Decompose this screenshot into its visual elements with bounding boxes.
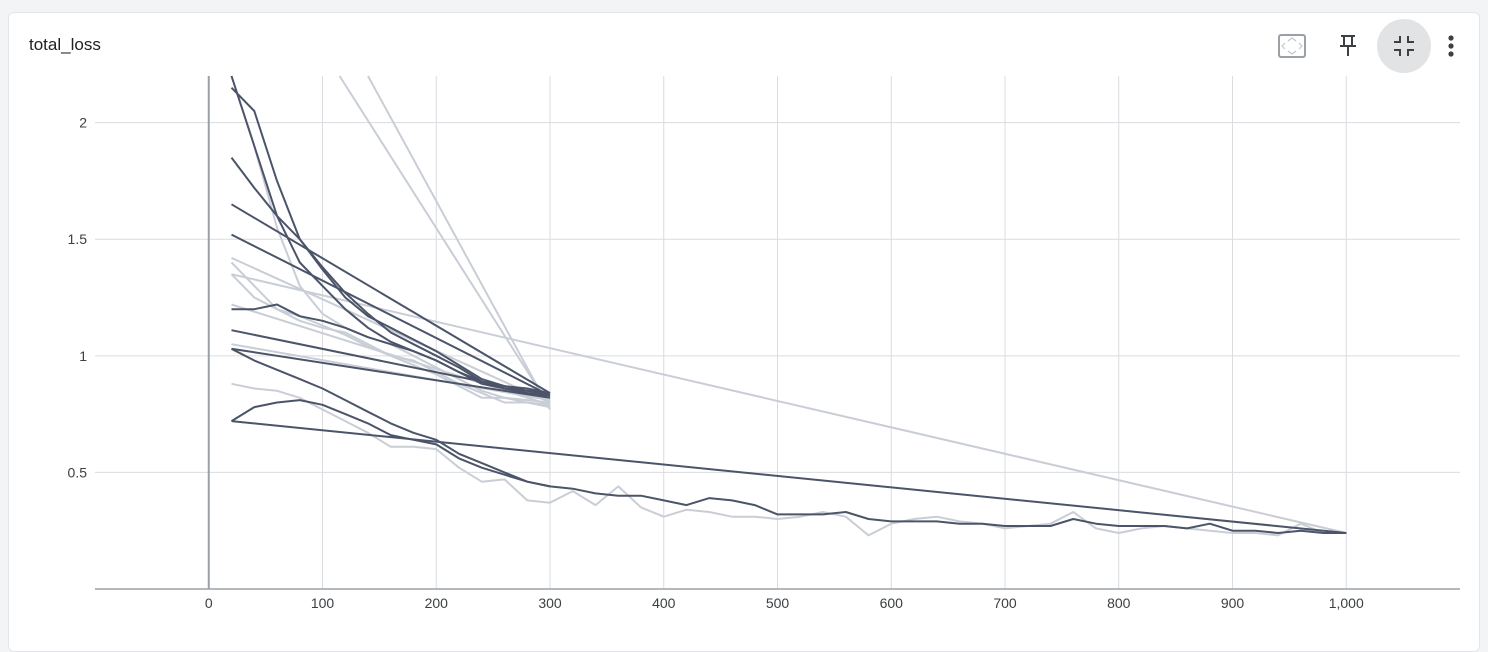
series-line-dark — [230, 399, 1347, 534]
series-line-light — [231, 343, 551, 402]
y-tick-label: 1.5 — [68, 231, 88, 247]
fit-domain-icon — [1278, 34, 1306, 58]
series-line-dark — [230, 203, 551, 394]
x-tick-label: 700 — [993, 595, 1017, 611]
x-tick-label: 0 — [205, 595, 213, 611]
pin-icon — [1340, 35, 1356, 56]
series-line-light — [231, 382, 1347, 537]
y-tick-label: 0.5 — [68, 464, 88, 480]
x-tick-label: 300 — [538, 595, 562, 611]
series-line-light — [231, 256, 551, 404]
y-tick-label: 1 — [79, 348, 87, 364]
series-line-light — [338, 75, 551, 408]
series-layer-dark — [230, 75, 1347, 534]
grid — [95, 76, 1460, 589]
tick-labels: 0 100 200 300 400 500 600 700 800 900 1,000 0.5 1 1.5… — [68, 115, 1364, 611]
more-vert-icon — [1448, 35, 1454, 57]
series-line-dark — [231, 420, 1347, 534]
x-tick-label: 1,000 — [1329, 595, 1364, 611]
series-line-dark — [230, 156, 551, 395]
series-line-light — [231, 273, 1347, 534]
axes — [95, 76, 1460, 590]
chart-card: total_loss — [8, 12, 1480, 652]
collapse-button[interactable] — [1377, 19, 1431, 73]
collapse-icon — [1394, 36, 1414, 56]
series-line-dark — [231, 233, 551, 397]
series-line-light — [231, 303, 551, 406]
more-options-button[interactable] — [1433, 19, 1469, 73]
series-line-dark — [230, 87, 551, 399]
y-tick-label: 2 — [79, 115, 87, 131]
chart-title: total_loss — [29, 35, 101, 54]
pin-button[interactable] — [1321, 19, 1375, 73]
x-tick-label: 200 — [425, 595, 449, 611]
series-layer-light — [230, 75, 1347, 537]
fit-domain-button[interactable] — [1265, 19, 1319, 73]
x-tick-label: 800 — [1107, 595, 1131, 611]
series-line-light — [367, 75, 551, 410]
card-toolbar — [1263, 19, 1469, 73]
series-line-dark — [231, 347, 551, 488]
series-line-dark — [231, 347, 551, 399]
x-tick-label: 400 — [652, 595, 676, 611]
x-tick-label: 600 — [880, 595, 904, 611]
x-tick-label: 900 — [1221, 595, 1245, 611]
x-tick-label: 500 — [766, 595, 790, 611]
series-line-light — [230, 273, 551, 404]
series-line-dark — [231, 329, 551, 397]
x-tick-label: 100 — [311, 595, 335, 611]
